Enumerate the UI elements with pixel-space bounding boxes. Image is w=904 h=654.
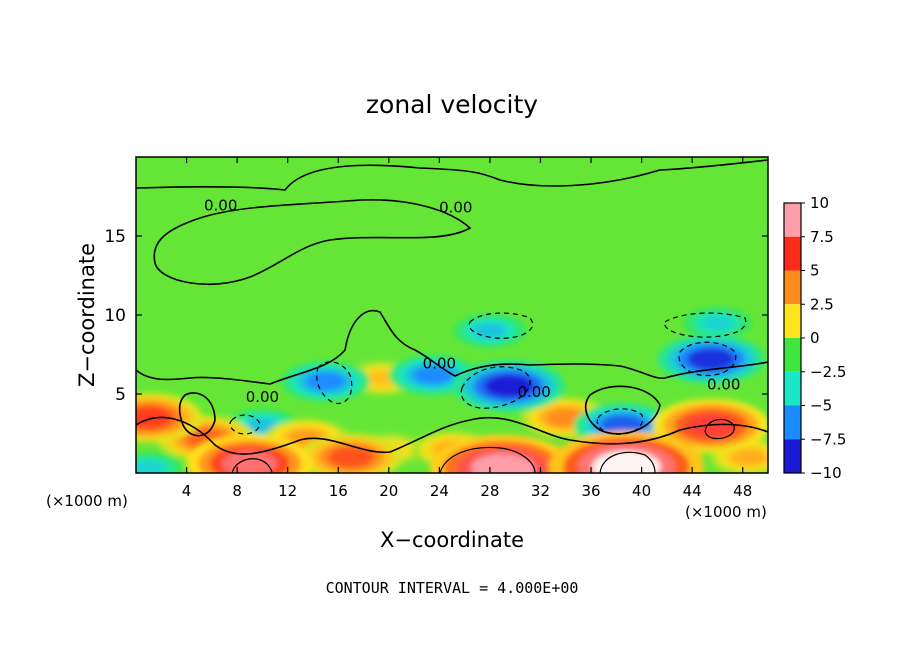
contour-neg-7: [229, 414, 261, 435]
y-tick-label: 5: [115, 385, 126, 405]
colorbar-segment: [784, 203, 801, 237]
contour-label-4: 0.00: [517, 383, 550, 401]
colorbar-label: −10: [810, 464, 842, 482]
contour-zero-upper: [136, 159, 768, 191]
contour-labels: 0.00 0.00 0.00 0.00 0.00 0.00: [204, 197, 740, 406]
colorbar-label: −7.5: [810, 430, 846, 448]
x-tick-label: 12: [278, 482, 297, 500]
chart-title: zonal velocity: [366, 90, 538, 119]
x-tick-label: 24: [430, 482, 449, 500]
contour-interval-label: CONTOUR INTERVAL = 4.000E+00: [326, 579, 579, 597]
field-blob-3-3: [473, 323, 507, 339]
contour-zero-jet: [153, 198, 472, 286]
x-axis-ticks: 4 8 12 16 20 24 28 32 36 40 44 48: [182, 157, 752, 500]
colorbar-label: −2.5: [810, 363, 846, 381]
y-axis-label: Z−coordinate: [75, 243, 99, 387]
colorbar-segment: [784, 371, 801, 406]
colorbar-segment: [784, 304, 801, 338]
x-axis-label: X−coordinate: [380, 528, 524, 552]
field-blob-0-3: [702, 315, 733, 330]
contour-pos-2: [599, 451, 656, 473]
colorbar-segment: [784, 439, 801, 473]
contour-zero-loop-2: [584, 385, 661, 435]
field-blob-11-3: [306, 372, 346, 391]
x-tick-label: 20: [379, 482, 398, 500]
y-axis-ticks: 5 10 15: [104, 227, 768, 405]
contour-pos-4: [231, 458, 273, 473]
colorbar: 10 7.5 5 2.5 0 −2.5 −5 −7.5 −10: [783, 194, 846, 482]
x-tick-label: 36: [581, 482, 600, 500]
x-tick-label: 4: [182, 482, 192, 500]
colorbar-label: 5: [810, 262, 820, 280]
x-tick-label: 32: [531, 482, 550, 500]
contour-neg-4: [316, 361, 353, 404]
field-blob-23-3: [592, 450, 661, 473]
colorbar-label: 0: [810, 329, 820, 347]
colorbar-label: 10: [810, 194, 829, 212]
field-blob-22-3: [470, 453, 535, 473]
colorbar-segment: [784, 338, 801, 372]
colorbar-segment: [784, 236, 801, 271]
x-tick-label: 16: [329, 482, 348, 500]
colorbar-segment: [784, 405, 801, 440]
contour-lines: [136, 159, 768, 473]
field-blob-1-3: [136, 461, 164, 473]
field-blob-17-3: [687, 348, 735, 371]
x-tick-label: 28: [480, 482, 499, 500]
y-tick-label: 15: [104, 227, 126, 247]
x-tick-label: 40: [632, 482, 651, 500]
contour-label-2: 0.00: [423, 355, 456, 373]
contour-neg-1: [460, 366, 531, 409]
contour-neg-3: [596, 408, 644, 435]
contour-label-0: 0.00: [204, 197, 237, 215]
contour-pos-3: [704, 418, 735, 440]
contour-zero-loop-1: [178, 392, 216, 437]
field-blob-19-3: [484, 374, 534, 398]
contour-zero-lower: [136, 309, 768, 385]
plot-area: 0.00 0.00 0.00 0.00 0.00 0.00: [136, 157, 768, 473]
field-blob-12-3: [413, 366, 453, 385]
contour-label-5: 0.00: [707, 375, 740, 393]
field-blob-21-3: [221, 450, 278, 473]
y-tick-label: 10: [104, 306, 126, 326]
x-tick-label: 48: [733, 482, 752, 500]
contour-label-3: 0.00: [246, 388, 279, 406]
colorbar-label: 7.5: [810, 228, 834, 246]
x-tick-label: 8: [232, 482, 242, 500]
colorbar-label: 2.5: [810, 295, 834, 313]
colorbar-segment: [784, 270, 801, 305]
colorbar-label: −5: [810, 397, 832, 415]
x-tick-label: 44: [683, 482, 702, 500]
contour-zero-base: [136, 416, 768, 455]
contour-neg-2: [678, 341, 737, 377]
field-blob-16-3: [328, 446, 374, 468]
x-axis-unit-left: (×1000 m): [46, 492, 128, 510]
contour-label-1: 0.00: [439, 198, 472, 216]
x-axis-unit-right: (×1000 m): [685, 503, 767, 521]
contour-pos-1: [439, 446, 536, 473]
field-blob-9-3: [731, 449, 767, 466]
